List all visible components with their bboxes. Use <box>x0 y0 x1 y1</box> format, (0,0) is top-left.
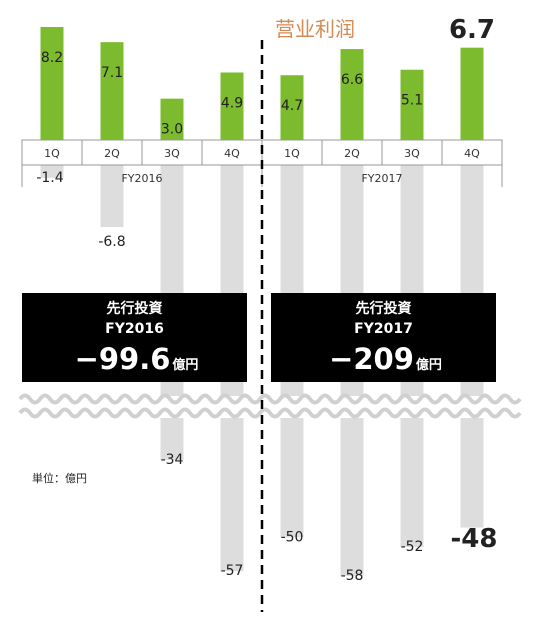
investment-period: FY2016 <box>105 321 164 337</box>
investment-unit: 億円 <box>416 357 442 373</box>
category-tick-label: 1Q <box>44 147 60 160</box>
negative-data-label: -48 <box>451 524 498 554</box>
negative-data-label: -57 <box>221 563 244 579</box>
positive-data-label: 4.7 <box>281 98 303 114</box>
break-wave-bottom <box>18 407 522 419</box>
axis-break <box>18 393 522 419</box>
category-tick-label: 3Q <box>164 147 180 160</box>
positive-data-label: 3.0 <box>161 122 183 138</box>
investment-period: FY2017 <box>354 321 413 337</box>
chart-title: 营业利润 <box>275 17 355 41</box>
investment-amount: −209 <box>329 342 414 376</box>
unit-label: 単位：億円 <box>32 471 87 485</box>
positive-data-label: 4.9 <box>221 95 243 111</box>
negative-data-label: -6.8 <box>98 234 125 250</box>
positive-data-label: 6.7 <box>449 15 495 45</box>
category-tick-label: 4Q <box>464 147 480 160</box>
category-tick-label: 1Q <box>284 147 300 160</box>
negative-data-label: -1.4 <box>36 170 63 186</box>
investment-box <box>271 293 496 382</box>
category-tick-label: 2Q <box>344 147 360 160</box>
negative-data-label: -34 <box>161 452 184 468</box>
break-wave-top <box>18 393 522 405</box>
category-tick-label: 4Q <box>224 147 240 160</box>
investment-heading: 先行投資 <box>107 300 163 317</box>
negative-data-label: -58 <box>341 568 364 584</box>
positive-data-label: 7.1 <box>101 65 123 81</box>
investment-box <box>22 293 247 382</box>
positive-bar <box>160 98 184 140</box>
positive-data-label: 5.1 <box>401 93 423 109</box>
investment-unit: 億円 <box>172 357 198 373</box>
positive-bar <box>280 75 304 140</box>
category-tick-label: 2Q <box>104 147 120 160</box>
investment-amount: −99.6 <box>75 342 171 376</box>
negative-bar <box>100 165 124 227</box>
investment-heading: 先行投資 <box>356 300 412 317</box>
positive-bar <box>460 47 484 140</box>
data-labels: 8.2 -1.4 7.1 -6.8 3.0 -34 4.9 -57 4.7 -50 6.6 -58 5.… <box>36 15 497 584</box>
positive-bar <box>40 27 64 140</box>
positive-data-label: 6.6 <box>341 72 363 88</box>
positive-bar <box>220 72 244 140</box>
fiscal-year-label: FY2016 <box>121 172 162 185</box>
positive-bars <box>40 27 484 140</box>
fiscal-year-label: FY2017 <box>361 172 402 185</box>
positive-bar <box>340 49 364 140</box>
positive-bar <box>400 69 424 140</box>
negative-data-label: -50 <box>281 529 304 545</box>
negative-bar <box>40 165 64 178</box>
negative-data-label: -52 <box>401 539 424 555</box>
positive-data-label: 8.2 <box>41 50 63 66</box>
positive-bar <box>100 42 124 140</box>
category-tick-label: 3Q <box>404 147 420 160</box>
